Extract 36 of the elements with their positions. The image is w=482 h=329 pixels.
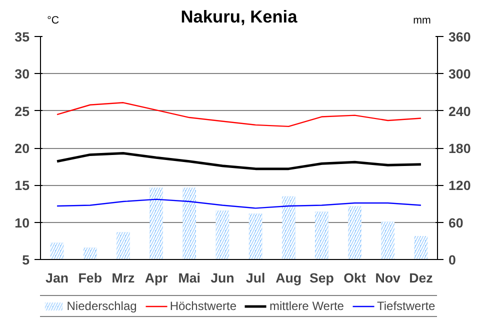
line-series (56, 152, 422, 170)
y2-tick-label: 180 (448, 141, 471, 156)
x-tick-label: Mrz (112, 270, 136, 286)
x-tick-label: Okt (344, 270, 366, 286)
x-tick-label: Sep (309, 270, 334, 286)
y-tick-label: 5 (22, 252, 30, 268)
x-tick-label: Aug (276, 270, 302, 286)
legend-label: Niederschlag (66, 299, 137, 313)
y-tick-label: 15 (14, 178, 30, 194)
legend-label: Tiefstwerte (376, 299, 436, 313)
line-series (56, 198, 422, 209)
y2-axis-title: mm (413, 14, 432, 26)
y2-tick-label: 240 (448, 104, 471, 119)
y-tick-label: 30 (14, 66, 30, 82)
y-tick-label: 20 (14, 141, 30, 156)
x-tick-label: Jan (46, 270, 69, 286)
y2-tick-label: 300 (448, 66, 471, 82)
y2-tick-label: 0 (448, 252, 456, 268)
chart-title: Nakuru, Kenia (180, 6, 298, 26)
x-tick-label: Feb (78, 270, 102, 286)
y2-tick-label: 360 (448, 30, 471, 44)
x-tick-label: Apr (144, 270, 168, 286)
y-axis-title: °C (47, 14, 60, 26)
x-tick-label: Nov (375, 270, 402, 286)
y-tick-label: 35 (14, 30, 30, 44)
legend-label: Höchstwerte (170, 299, 237, 313)
y2-tick-label: 60 (448, 215, 464, 230)
x-tick-label: Jun (210, 270, 234, 286)
y-tick-label: 25 (14, 104, 30, 119)
x-tick-label: Dez (409, 270, 434, 286)
x-tick-label: Mai (178, 270, 200, 286)
line-series (56, 102, 422, 128)
y-tick-label: 10 (14, 215, 30, 230)
legend-label: mittlere Werte (270, 299, 344, 313)
x-tick-label: Jul (246, 270, 266, 286)
y2-tick-label: 120 (448, 178, 471, 194)
